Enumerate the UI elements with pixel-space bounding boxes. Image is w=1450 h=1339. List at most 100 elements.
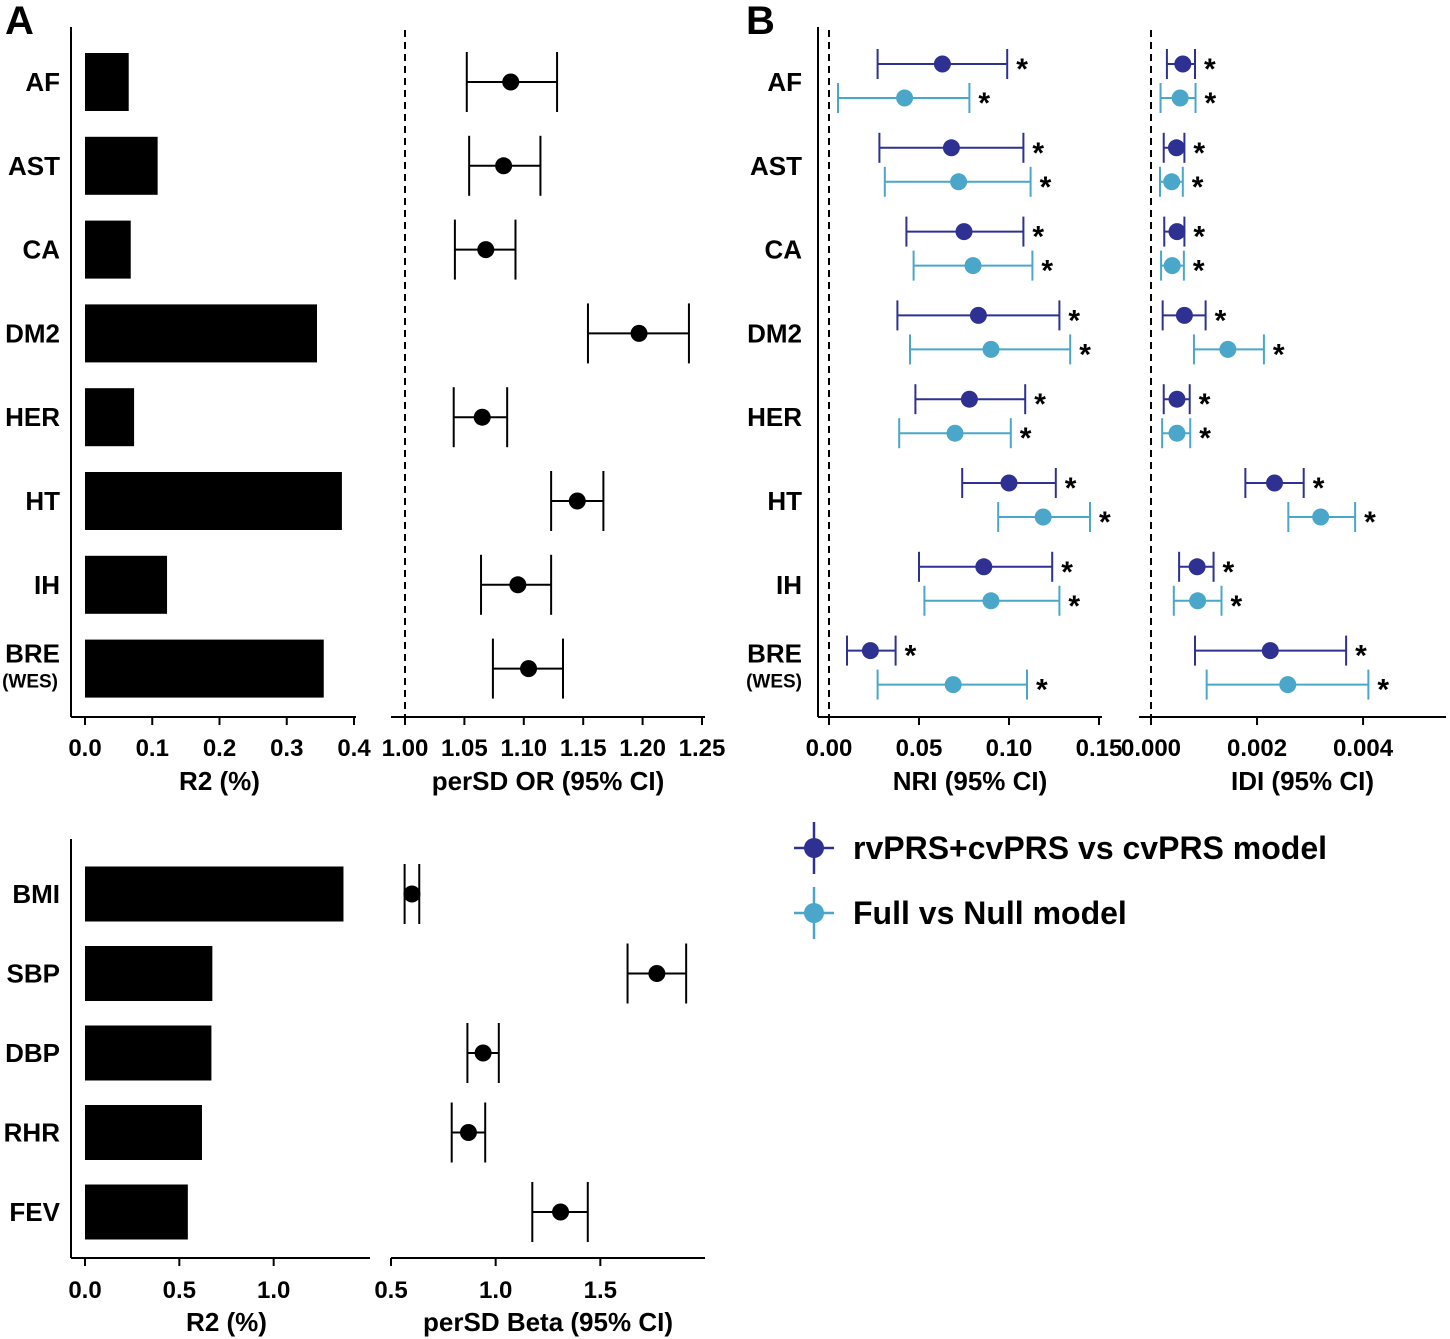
point-rvprs-bre xyxy=(861,642,879,660)
point-rvprs-ih xyxy=(975,558,993,576)
point-rvprs-her xyxy=(960,390,978,408)
category-label-dm2: DM2 xyxy=(747,318,802,348)
point-ih xyxy=(509,576,527,594)
significance-star: * xyxy=(1364,506,1376,539)
bar-bre xyxy=(85,639,324,698)
chart-quant_beta: 0.5 1.0 1.5 perSD Beta (95% CI) xyxy=(374,864,705,1337)
x-tick-label: 1.0 xyxy=(479,1277,512,1304)
bar-rhr xyxy=(85,1105,202,1160)
category-label-ht: HT xyxy=(25,486,60,516)
category-label-bre: BRE xyxy=(747,639,802,669)
point-full-vs-null-ht xyxy=(1034,508,1052,526)
significance-star: * xyxy=(978,87,990,120)
x-tick-label: 0.1 xyxy=(136,735,169,762)
point-sbp xyxy=(648,965,666,982)
point-bmi xyxy=(403,885,421,903)
point-af xyxy=(502,73,520,91)
legend-label-full-vs-null: Full vs Null model xyxy=(853,895,1127,931)
category-label-ht: HT xyxy=(767,486,802,516)
point-her xyxy=(473,408,491,426)
point-full-vs-null-af xyxy=(1171,89,1189,107)
point-ast xyxy=(495,157,513,175)
x-tick-label: 1.20 xyxy=(619,735,666,762)
significance-star: * xyxy=(1061,556,1073,589)
point-rvprs-af xyxy=(1174,55,1192,73)
x-tick-label: 1.00 xyxy=(382,735,429,762)
point-dm2 xyxy=(630,324,648,342)
category-label-dm2: DM2 xyxy=(5,318,60,348)
significance-star: * xyxy=(905,640,917,673)
point-ca xyxy=(477,241,495,259)
point-full-vs-null-dm2 xyxy=(982,340,1000,358)
x-tick-label: 0.0 xyxy=(68,1277,101,1304)
category-label-ca: CA xyxy=(22,235,60,265)
significance-star: * xyxy=(1068,304,1080,337)
bar-fev xyxy=(85,1184,188,1240)
chart-binary_r2: AF AST CA DM2 HER HT IH BRE (WES) 0.0 0.1 0.2 0.3 0.4… xyxy=(2,27,371,796)
bar-sbp xyxy=(85,946,213,1001)
legend-label-rvprs: rvPRS+cvPRS vs cvPRS model xyxy=(853,830,1327,866)
x-tick-label: 0.5 xyxy=(163,1277,196,1304)
point-rvprs-ast xyxy=(1167,139,1185,157)
x-tick-label: 1.05 xyxy=(441,735,488,762)
x-tick-label: 0.5 xyxy=(374,1277,407,1304)
category-sublabel-bre: (WES) xyxy=(746,672,802,693)
category-sublabel-bre: (WES) xyxy=(2,672,58,693)
chart-binary_or: 1.00 1.05 1.10 1.15 1.20 1.25 perSD OR (95% CI… xyxy=(382,30,726,796)
significance-star: * xyxy=(1040,171,1052,204)
point-rvprs-af xyxy=(933,55,951,73)
x-tick-label: 1.10 xyxy=(500,735,547,762)
point-fev xyxy=(552,1203,570,1221)
significance-star: * xyxy=(1377,674,1389,707)
point-full-vs-null-ca xyxy=(1163,257,1181,275)
x-tick-label: 1.5 xyxy=(584,1277,617,1304)
x-axis-title: perSD Beta (95% CI) xyxy=(423,1307,673,1337)
point-rvprs-ht xyxy=(1000,474,1018,492)
bar-dm2 xyxy=(85,304,318,363)
x-tick-label: 1.25 xyxy=(679,735,726,762)
category-label-af: AF xyxy=(25,67,60,97)
significance-star: * xyxy=(1020,422,1032,455)
point-full-vs-null-her xyxy=(1168,424,1186,442)
point-full-vs-null-ast xyxy=(1163,173,1181,191)
significance-star: * xyxy=(1215,304,1227,337)
point-full-vs-null-ih xyxy=(982,592,1000,610)
x-axis-title: R2 (%) xyxy=(179,766,260,796)
point-rvprs-dm2 xyxy=(969,306,987,324)
significance-star: * xyxy=(1223,556,1235,589)
significance-star: * xyxy=(1068,590,1080,623)
point-full-vs-null-bre xyxy=(944,676,962,694)
x-tick-label: 0.2 xyxy=(203,735,236,762)
category-label-af: AF xyxy=(767,67,802,97)
significance-star: * xyxy=(1041,255,1053,288)
x-tick-label: 0.05 xyxy=(896,735,943,762)
category-label-ih: IH xyxy=(34,570,60,600)
bar-bmi xyxy=(85,866,344,922)
category-label-ast: AST xyxy=(750,151,802,181)
point-ht xyxy=(568,492,586,510)
point-full-vs-null-dm2 xyxy=(1219,340,1237,358)
significance-star: * xyxy=(1079,338,1091,371)
point-rvprs-ht xyxy=(1266,474,1284,492)
x-tick-label: 1.15 xyxy=(560,735,607,762)
x-tick-label: 0.004 xyxy=(1333,735,1394,762)
significance-star: * xyxy=(1313,472,1325,505)
significance-star: * xyxy=(1204,53,1216,86)
legend-item-rvprs: rvPRS+cvPRS vs cvPRS model xyxy=(794,822,1327,874)
category-label-her: HER xyxy=(747,402,802,432)
point-full-vs-null-ast xyxy=(950,173,968,191)
significance-star: * xyxy=(1199,422,1211,455)
point-rvprs-ca xyxy=(1168,223,1186,241)
plots: AF AST CA DM2 HER HT IH BRE (WES) 0.0 0.1 0.2 0.3 0.4… xyxy=(2,27,1446,1337)
significance-star: * xyxy=(1193,137,1205,170)
category-label-ca: CA xyxy=(764,235,802,265)
x-tick-label: 0.00 xyxy=(806,735,853,762)
point-full-vs-null-ht xyxy=(1312,508,1330,526)
significance-star: * xyxy=(1199,388,1211,421)
significance-star: * xyxy=(1036,674,1048,707)
point-rvprs-ca xyxy=(955,223,973,241)
category-label-dbp: DBP xyxy=(5,1038,60,1068)
panel-b-label: B xyxy=(746,0,775,43)
x-tick-label: 1.0 xyxy=(257,1277,290,1304)
